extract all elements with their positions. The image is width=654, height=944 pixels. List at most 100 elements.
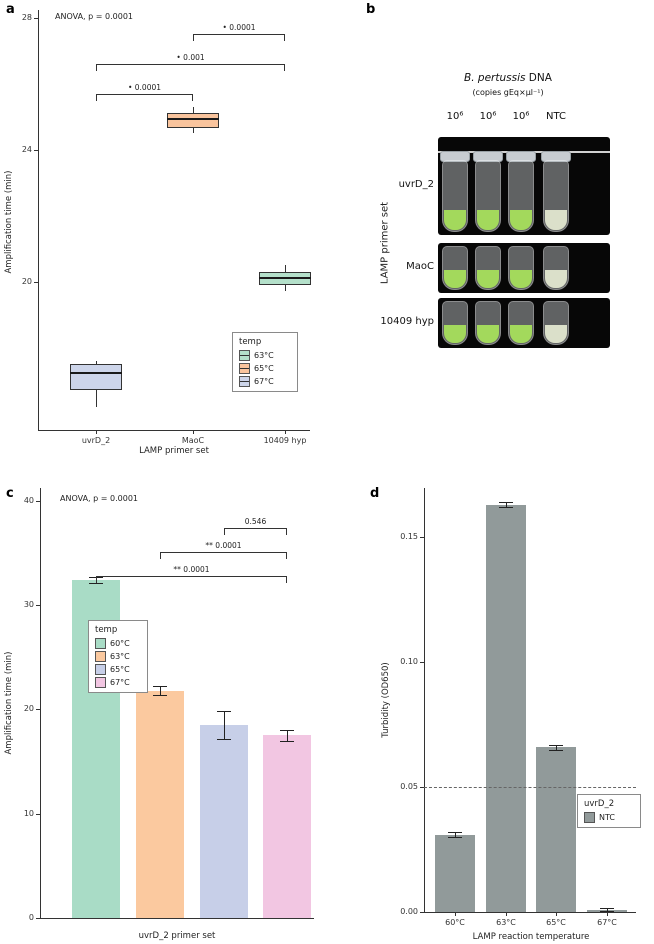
temperature-bar	[136, 690, 184, 918]
comparison-bracket	[224, 528, 287, 535]
reaction-tube	[442, 246, 468, 290]
comparison-p-value-label: • 0.0001	[127, 83, 162, 92]
x-axis-line	[38, 430, 310, 431]
x-tick-label: 63°C	[496, 918, 516, 927]
boxplot-median-line	[70, 372, 122, 375]
error-bar-cap	[153, 686, 167, 688]
y-tick-mark	[420, 912, 424, 913]
legend-swatch-icon	[584, 812, 595, 823]
panel-c-anova-text: ANOVA, p = 0.0001	[60, 494, 138, 503]
y-tick-label: 0.05	[400, 782, 418, 791]
x-tick-label: 67°C	[597, 918, 617, 927]
x-axis-line	[424, 912, 636, 913]
y-tick-mark	[36, 500, 40, 502]
x-tick-mark	[96, 430, 97, 434]
comparison-p-value-label: 0.546	[244, 517, 267, 526]
comparison-p-value-label: • 0.001	[176, 53, 205, 62]
y-tick-mark	[420, 537, 424, 538]
panel-d: d Turbidity (OD650) 0.00 0.05 0.10 0.15 60°C…	[340, 480, 654, 944]
y-tick-mark	[34, 17, 38, 19]
reaction-tube	[543, 246, 569, 290]
legend-swatch-icon	[239, 350, 250, 361]
species-name: B. pertussis	[464, 72, 526, 84]
y-tick-mark	[36, 605, 40, 607]
legend-swatch-icon	[239, 376, 250, 387]
comparison-bracket	[96, 94, 193, 101]
threshold-line	[424, 787, 636, 788]
legend-item: 63°C	[239, 350, 291, 361]
tube-cap	[473, 151, 503, 162]
panel-c-label: c	[6, 486, 14, 501]
legend-swatch-icon	[95, 651, 106, 662]
panel-c: c ANOVA, p = 0.0001 Amplification time (…	[0, 480, 340, 944]
y-tick-label: 10	[23, 808, 34, 818]
y-tick-mark	[36, 918, 40, 919]
panel-d-legend: uvrD_2 NTC	[577, 794, 641, 828]
y-axis-line	[38, 10, 39, 430]
tube-photo	[438, 137, 610, 235]
y-tick-label: 40	[23, 495, 34, 505]
y-tick-mark	[36, 813, 40, 815]
x-tick-mark	[193, 430, 194, 434]
reaction-tube	[442, 301, 468, 345]
panel-a: a ANOVA, p = 0.0001 Amplification time (…	[0, 0, 330, 475]
y-axis-line	[40, 488, 41, 918]
legend-swatch-icon	[95, 677, 106, 688]
y-tick-label: 0.00	[400, 907, 418, 916]
legend-title: uvrD_2	[584, 799, 615, 809]
panel-b-title-rest: DNA	[525, 72, 552, 84]
legend-item-label: 63°C	[110, 652, 130, 661]
error-bar-cap	[217, 738, 231, 740]
y-tick-label: 0.10	[400, 657, 418, 666]
legend-item-label: 60°C	[110, 639, 130, 648]
x-tick-label: 60°C	[445, 918, 465, 927]
tube-liquid	[545, 270, 567, 288]
primer-set-row-label: MaoC	[406, 261, 434, 272]
tube-cap	[541, 151, 571, 162]
tube-liquid	[477, 325, 499, 343]
panel-a-plot-area: 28 24 20 uvrD_2 MaoC 10409 hyp • 0.0001 • 0.001…	[0, 0, 330, 475]
error-bar-cap	[153, 694, 167, 696]
comparison-bracket	[193, 34, 285, 41]
panel-c-x-axis-label: uvrD_2 primer set	[138, 931, 216, 941]
tube-liquid	[510, 210, 532, 230]
x-tick-mark	[506, 912, 507, 916]
reaction-tube	[475, 246, 501, 290]
tube-liquid	[510, 270, 532, 288]
legend-item-label: 67°C	[110, 678, 130, 687]
error-bar	[160, 686, 161, 695]
dna-copies-label: 10⁶	[512, 111, 530, 122]
panel-b-subtitle: (copies gEq×µl⁻¹)	[472, 88, 544, 97]
error-bar-cap	[448, 837, 462, 838]
legend-swatch-icon	[95, 664, 106, 675]
error-bar-cap	[549, 749, 563, 751]
error-bar	[607, 908, 608, 911]
y-tick-mark	[420, 787, 424, 788]
reaction-tube	[543, 160, 569, 232]
panel-a-label: a	[6, 2, 15, 17]
legend-item: 65°C	[239, 363, 291, 374]
legend-item: 67°C	[239, 376, 291, 387]
error-bar-cap	[448, 832, 462, 833]
y-tick-label: 24	[21, 144, 32, 154]
x-tick-label: uvrD_2	[81, 436, 111, 445]
reaction-tube	[508, 246, 534, 290]
tube-cap	[506, 151, 536, 162]
tube-cap	[440, 151, 470, 162]
tube-liquid	[444, 325, 466, 343]
reaction-tube	[508, 160, 534, 232]
panel-c-legend: temp 60°C 63°C 65°C 67°C	[88, 620, 148, 693]
error-bar	[287, 730, 288, 741]
y-tick-label: 20	[23, 704, 34, 714]
comparison-p-value-label: ** 0.0001	[205, 541, 242, 550]
y-tick-label: 30	[23, 600, 34, 610]
boxplot-median-line	[167, 118, 219, 121]
x-axis-line	[40, 918, 314, 919]
panel-d-x-axis-label: LAMP reaction temperature	[472, 932, 590, 942]
x-tick-mark	[556, 912, 557, 916]
tube-liquid	[545, 325, 567, 343]
panel-b-photo-area: 10⁶ 10⁶ 10⁶ NTC uvrD_2 MaoC 10409 hyp	[330, 0, 654, 475]
tube-liquid	[444, 210, 466, 230]
error-bar	[455, 832, 456, 837]
panel-a-anova-text: ANOVA, p = 0.0001	[55, 12, 133, 21]
